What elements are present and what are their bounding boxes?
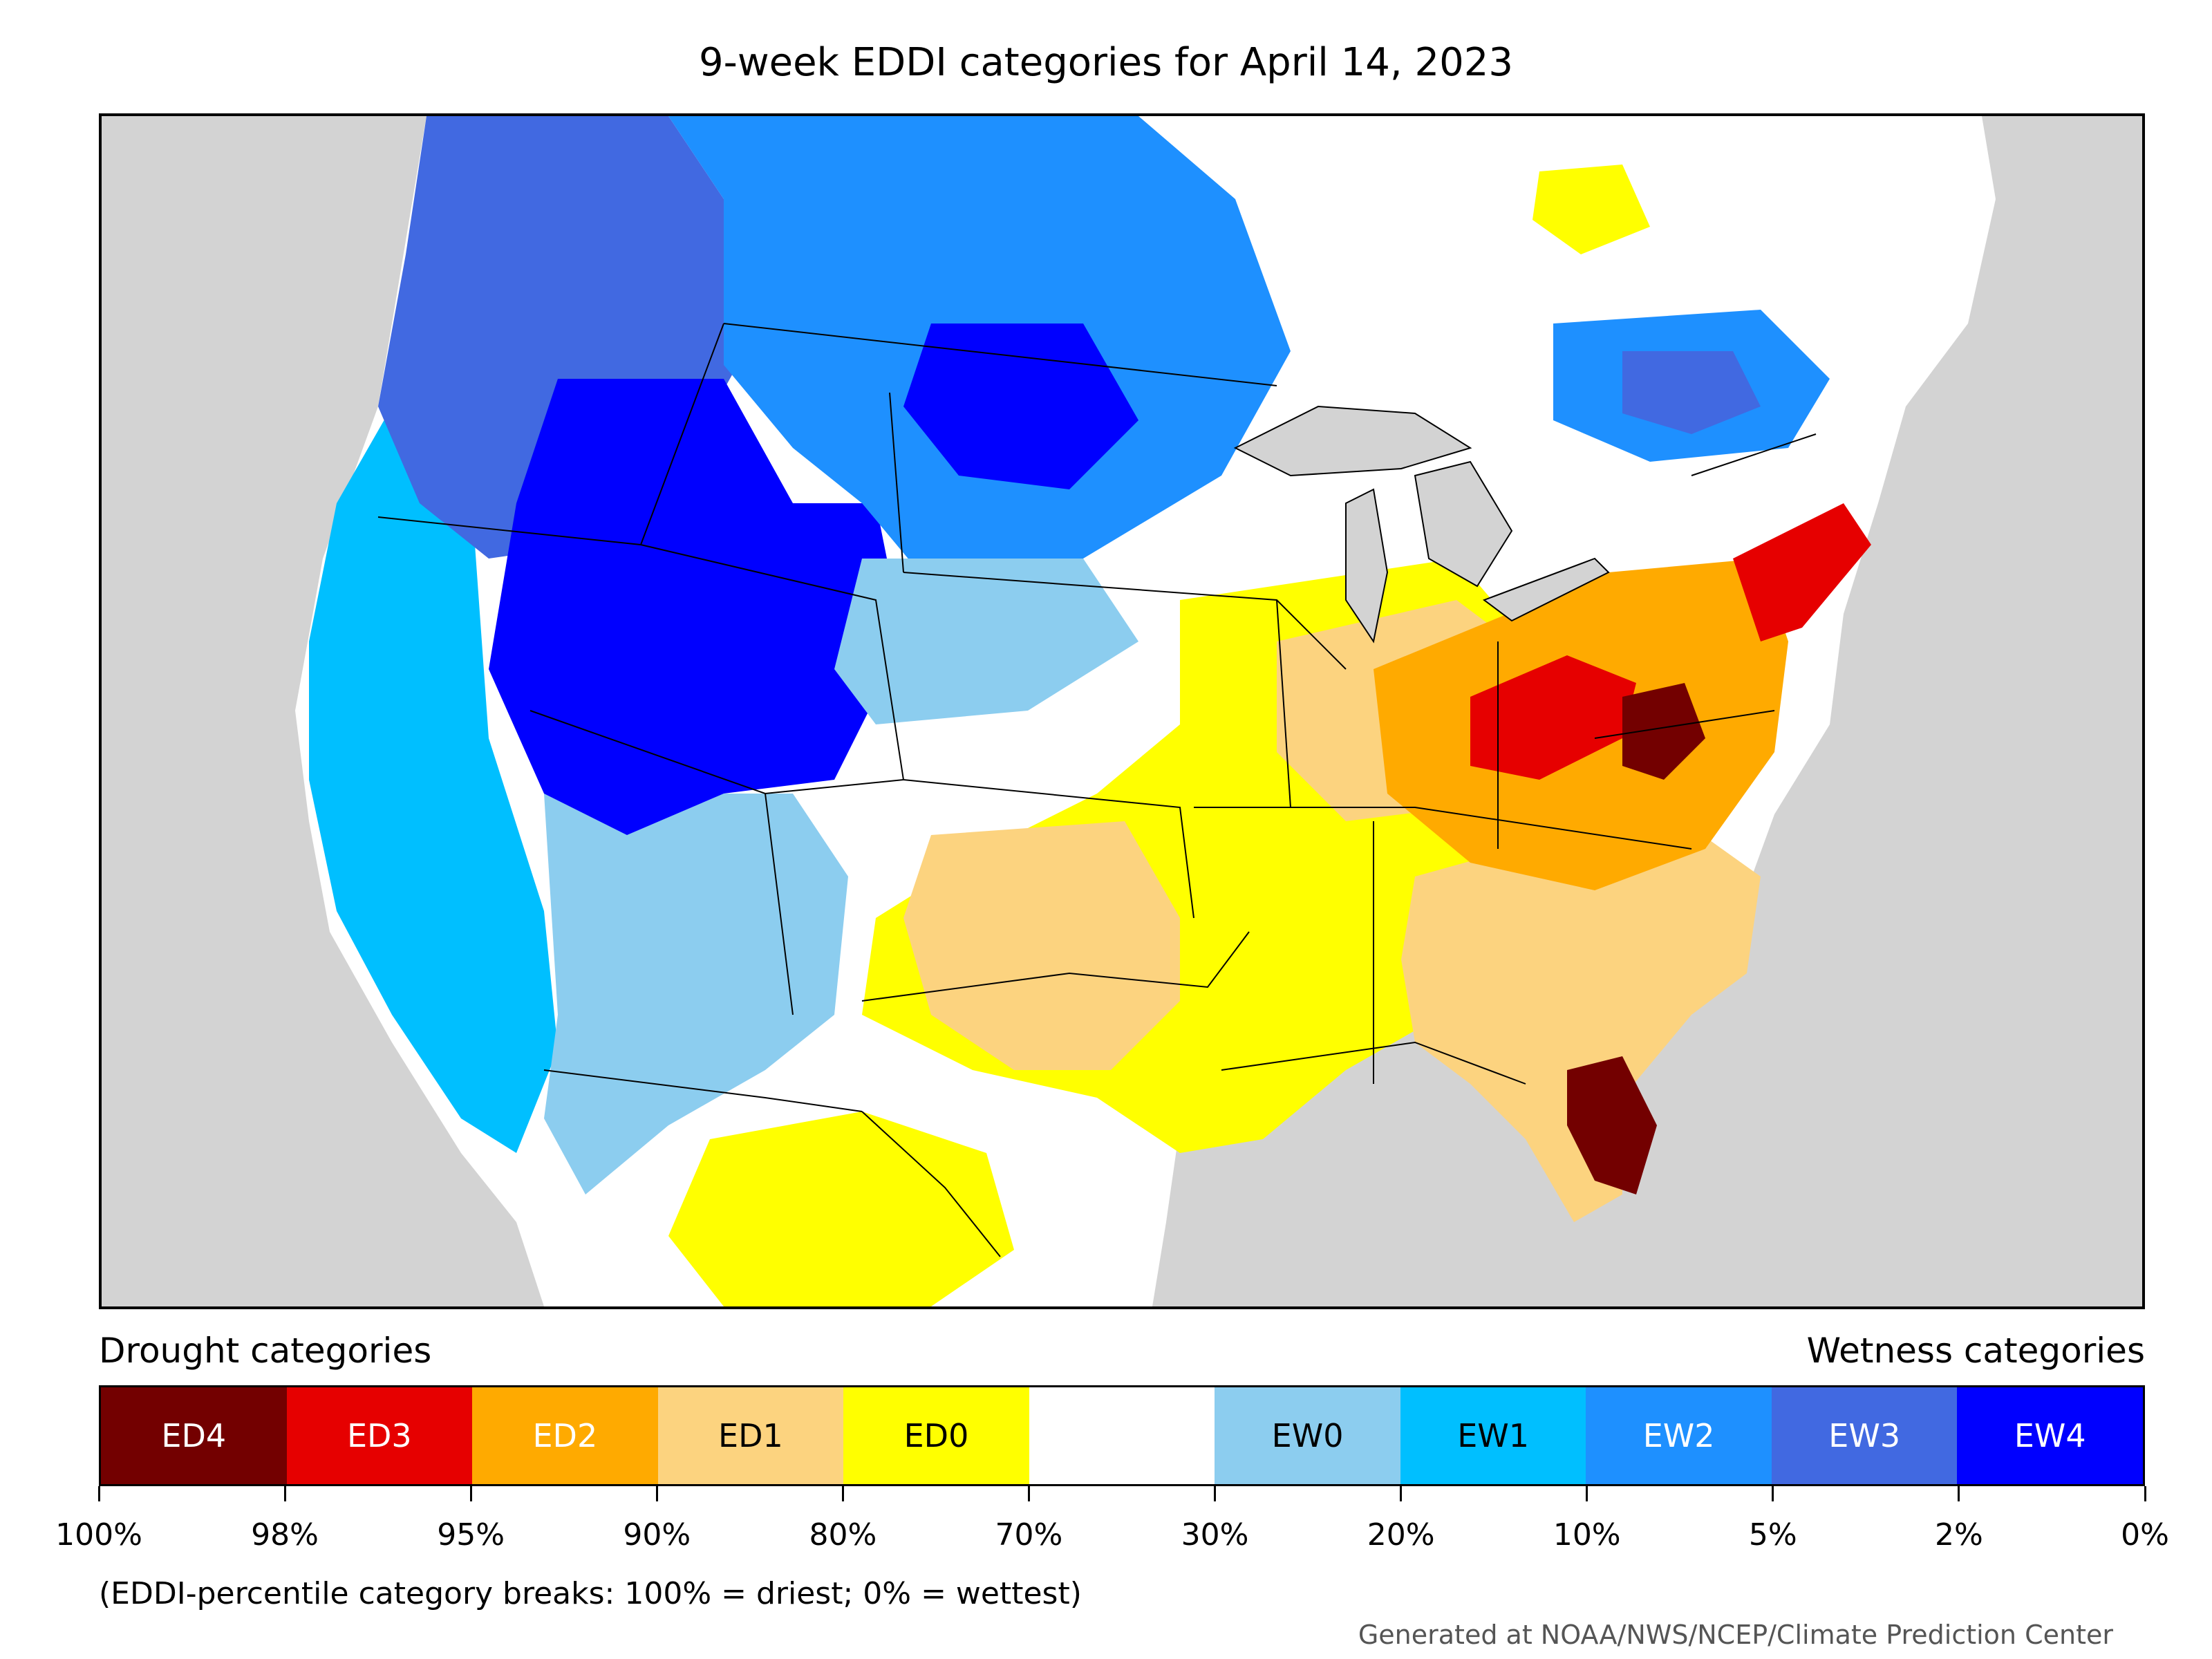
- region-ontario-dry: [1533, 165, 1650, 254]
- lake-michigan: [1345, 488, 1389, 644]
- region-quebec-core: [1622, 351, 1761, 434]
- legend-swatch-ed3: ED3: [286, 1387, 473, 1484]
- legend-swatch-ed0: ED0: [843, 1387, 1029, 1484]
- legend-swatch-ed1: ED1: [657, 1387, 844, 1484]
- legend-swatch-ew3: EW3: [1771, 1387, 1958, 1484]
- colorbar-tick-label: 10%: [1553, 1517, 1621, 1553]
- region-central-wet: [834, 559, 1138, 724]
- percentile-note: (EDDI-percentile category breaks: 100% =…: [99, 1576, 1082, 1611]
- credit-line: Generated at NOAA/NWS/NCEP/Climate Predi…: [1358, 1620, 2113, 1650]
- drought-categories-heading: Drought categories: [99, 1331, 432, 1371]
- legend-swatch-ed2: ED2: [472, 1387, 658, 1484]
- colorbar-tick-label: 95%: [437, 1517, 505, 1553]
- eddi-map: [295, 116, 1996, 1306]
- region-california: [309, 406, 558, 1153]
- region-southeast: [1401, 807, 1761, 1222]
- colorbar-tick-label: 70%: [995, 1517, 1063, 1553]
- colorbar-tick-label: 90%: [623, 1517, 691, 1553]
- colorbar-tick: [1586, 1486, 1588, 1501]
- colorbar-tick-label: 80%: [809, 1517, 877, 1553]
- lake-superior: [1233, 405, 1472, 477]
- map-panel: [99, 113, 2145, 1309]
- colorbar-tick: [1772, 1486, 1774, 1501]
- region-virginia: [1622, 683, 1705, 780]
- region-southern-plains: [903, 821, 1180, 1070]
- region-kentucky-west-virginia: [1470, 655, 1636, 780]
- legend-swatch-ew0: EW0: [1215, 1387, 1400, 1484]
- colorbar-tick-label: 30%: [1181, 1517, 1249, 1553]
- colorbar-tick: [1400, 1486, 1403, 1501]
- legend-swatch-ew4: EW4: [1957, 1387, 2144, 1484]
- category-colorbar: ED4 ED3 ED2 ED1 ED0 EW0 EW1 EW2 EW3 EW4: [99, 1385, 2145, 1486]
- colorbar-tick-labels: 100% 98% 95% 90% 80% 70% 30% 20% 10% 5% 2% 0%: [55, 1517, 2169, 1559]
- colorbar-tick-label: 20%: [1367, 1517, 1435, 1553]
- legend-swatch-near-normal: [1029, 1387, 1215, 1484]
- colorbar-tick: [283, 1486, 286, 1501]
- colorbar-tick: [2144, 1486, 2146, 1501]
- lake-erie: [1482, 557, 1610, 622]
- legend-swatch-ed4: ED4: [101, 1387, 287, 1484]
- colorbar-tick: [1214, 1486, 1217, 1501]
- colorbar-tick-label: 100%: [55, 1517, 142, 1553]
- region-southwest: [544, 794, 848, 1194]
- colorbar-tick: [1027, 1486, 1030, 1501]
- region-great-basin: [489, 379, 903, 835]
- legend-swatch-ew2: EW2: [1586, 1387, 1772, 1484]
- colorbar-tick: [841, 1486, 844, 1501]
- region-northern-plains-core: [903, 324, 1138, 489]
- colorbar-tick-label: 98%: [251, 1517, 319, 1553]
- colorbar-tick: [1958, 1486, 1960, 1501]
- colorbar-tick: [469, 1486, 472, 1501]
- region-florida: [1567, 1056, 1657, 1194]
- region-northeast-coast: [1733, 503, 1871, 641]
- region-south-texas: [668, 1112, 1014, 1306]
- lake-huron: [1414, 460, 1513, 588]
- colorbar-tick-label: 2%: [1935, 1517, 1983, 1553]
- map-title: 9-week EDDI categories for April 14, 202…: [698, 40, 1514, 85]
- colorbar-ticks: [97, 1486, 2146, 1507]
- colorbar-tick: [97, 1486, 100, 1501]
- colorbar-tick-label: 0%: [2121, 1517, 2169, 1553]
- boundary-lines: [377, 323, 1817, 1257]
- legend-swatch-ew1: EW1: [1400, 1387, 1586, 1484]
- wetness-categories-heading: Wetness categories: [1806, 1331, 2145, 1371]
- colorbar-tick-label: 5%: [1748, 1517, 1797, 1553]
- colorbar-tick: [655, 1486, 658, 1501]
